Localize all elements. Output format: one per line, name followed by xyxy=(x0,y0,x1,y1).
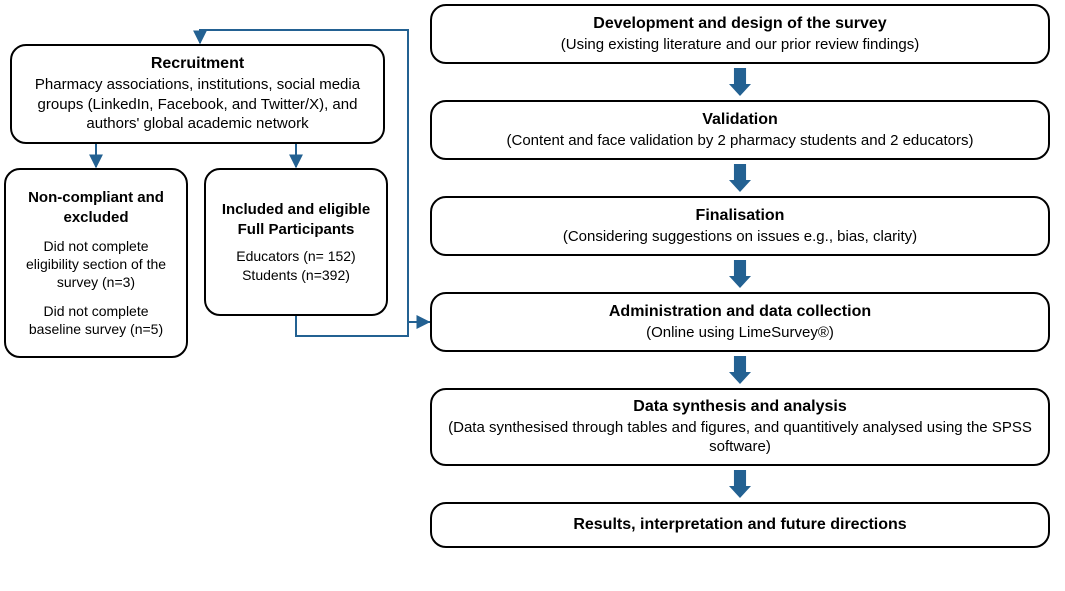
included-title: Included and eligible Full Participants xyxy=(220,200,372,239)
box-valid-title: Validation xyxy=(446,110,1034,131)
box-dev-title: Development and design of the survey xyxy=(446,14,1034,35)
box-excluded: Non-compliant and excluded Did not comple… xyxy=(4,168,188,358)
recruitment-sub: Pharmacy associations, institutions, soc… xyxy=(26,75,369,134)
box-final: Finalisation(Considering suggestions on … xyxy=(430,196,1050,256)
box-synth-title: Data synthesis and analysis xyxy=(446,397,1034,418)
down-arrow-0 xyxy=(729,68,751,96)
included-line2: Students (n=392) xyxy=(220,266,372,284)
down-arrow-1 xyxy=(729,164,751,192)
down-arrow-4 xyxy=(729,470,751,498)
recruitment-title: Recruitment xyxy=(26,54,369,75)
box-valid-sub: (Content and face validation by 2 pharma… xyxy=(446,131,1034,151)
box-included: Included and eligible Full Participants E… xyxy=(204,168,388,316)
box-admin: Administration and data collection(Onlin… xyxy=(430,292,1050,352)
box-final-sub: (Considering suggestions on issues e.g.,… xyxy=(446,227,1034,247)
box-final-title: Finalisation xyxy=(446,206,1034,227)
box-synth: Data synthesis and analysis(Data synthes… xyxy=(430,388,1050,466)
box-dev-sub: (Using existing literature and our prior… xyxy=(446,35,1034,55)
box-result: Results, interpretation and future direc… xyxy=(430,502,1050,548)
box-admin-sub: (Online using LimeSurvey®) xyxy=(446,323,1034,343)
excluded-line1: Did not complete eligibility section of … xyxy=(20,237,172,292)
included-line1: Educators (n= 152) xyxy=(220,247,372,265)
box-valid: Validation(Content and face validation b… xyxy=(430,100,1050,160)
box-dev: Development and design of the survey(Usi… xyxy=(430,4,1050,64)
box-result-title: Results, interpretation and future direc… xyxy=(446,515,1034,536)
excluded-line2: Did not complete baseline survey (n=5) xyxy=(20,302,172,338)
box-recruitment: RecruitmentPharmacy associations, instit… xyxy=(10,44,385,144)
excluded-title: Non-compliant and excluded xyxy=(20,188,172,227)
box-synth-sub: (Data synthesised through tables and fig… xyxy=(446,418,1034,457)
box-admin-title: Administration and data collection xyxy=(446,302,1034,323)
down-arrow-3 xyxy=(729,356,751,384)
connector-included-to-admin xyxy=(296,316,429,336)
down-arrow-2 xyxy=(729,260,751,288)
